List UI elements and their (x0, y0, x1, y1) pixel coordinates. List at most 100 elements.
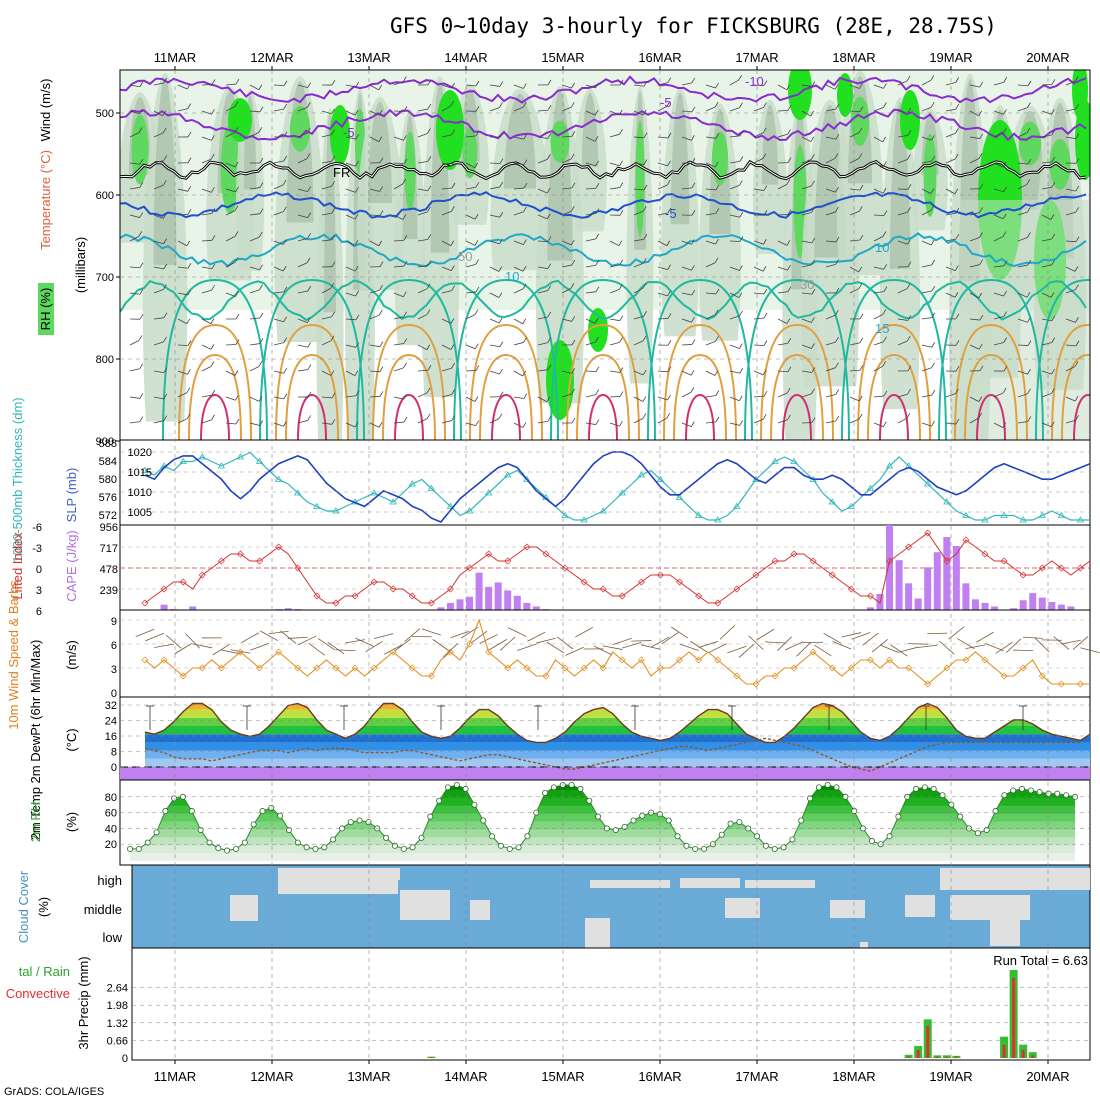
wind-barb (657, 106, 668, 112)
wind-barb (345, 110, 356, 116)
wind-barb-flag (547, 236, 552, 242)
wind-barb (609, 318, 620, 322)
wind-barb (369, 84, 379, 91)
wind-barb-flag (882, 421, 887, 427)
rh-tick-label: 40 (105, 823, 117, 835)
wind-barb (537, 316, 548, 320)
wind-barb (489, 214, 500, 218)
wind-barb (1017, 237, 1028, 242)
cape-bar (523, 602, 531, 610)
wind-barb (393, 239, 405, 242)
wind-barb-flag (979, 183, 984, 190)
wind-barb-flag (187, 209, 192, 215)
wind-barb (609, 162, 620, 167)
diurnal-contour (976, 393, 1006, 440)
precip-convective-bar (926, 1026, 930, 1058)
thickness-point (580, 516, 588, 523)
wind-barb (1017, 344, 1029, 346)
rh-point (206, 839, 213, 846)
wind-barb (921, 240, 932, 246)
wind-barb (470, 630, 488, 644)
cape-bar (1029, 593, 1037, 610)
wind-barb (513, 211, 524, 216)
wind-barb (921, 160, 932, 164)
wind-barb (561, 210, 572, 216)
wind-barb-flag (642, 396, 647, 402)
precip-convective-bar (1002, 1044, 1006, 1058)
wind-barb (369, 240, 379, 247)
wind-barb-flag (882, 187, 887, 194)
wind-barb-flag (163, 213, 167, 219)
lifted-index-point (905, 543, 913, 551)
wind-barb (612, 637, 632, 646)
wind-barb (465, 214, 476, 220)
wind-barb (633, 370, 644, 376)
wind-barb-flag (307, 285, 312, 292)
wind-barb (417, 160, 428, 164)
wind-barb (609, 240, 620, 247)
wind-barb (1065, 80, 1076, 86)
wind-barb-flag (379, 261, 384, 267)
wind-barb-flag (907, 130, 912, 136)
wind-barb (661, 632, 679, 645)
wind-barb (969, 110, 979, 117)
rh-point (285, 826, 292, 833)
wind-barb-flag (378, 109, 383, 116)
wind-barb (939, 640, 955, 655)
wind-barb-flag (475, 182, 480, 188)
cloud-level-label: high (97, 873, 122, 888)
wind-barb-flag (498, 413, 503, 419)
wind-barb-flag (547, 133, 552, 139)
wind-barb (177, 392, 188, 398)
wind-barb-flag (1002, 127, 1007, 134)
wind-barb-flag (739, 265, 743, 271)
diurnal-contour (453, 278, 559, 440)
wind-barb (221, 649, 241, 655)
wind-barb-flag (306, 102, 311, 108)
bottom-date-label: 14MAR (444, 1069, 487, 1084)
wind-barb (948, 626, 965, 640)
wind-barb (513, 187, 524, 190)
wind-barb-flag (690, 421, 695, 427)
wind-barb-flag (258, 84, 263, 90)
lifted-index-point (332, 599, 340, 607)
wind-speed-point (828, 664, 836, 672)
rh-point (1001, 792, 1008, 799)
wind-barb-flag (378, 309, 383, 316)
wind-barb-flag (331, 155, 336, 162)
wind-barb (489, 107, 500, 112)
wind-barb-flag (882, 309, 887, 315)
wind-barb (873, 136, 883, 143)
wind-barb (201, 84, 213, 86)
wind-barb (154, 643, 175, 648)
wind-barb (681, 110, 693, 113)
rh-point (232, 845, 239, 852)
wind-barb (177, 318, 187, 325)
thickness-point (561, 511, 569, 518)
wind-barb (129, 292, 140, 295)
wind-barb-flag (931, 342, 936, 348)
wind-barb (633, 262, 644, 268)
rh-point (824, 781, 831, 788)
panel-axis-label: 10m Wind Speed & Barbs (6, 580, 21, 730)
wind-barb (465, 396, 476, 402)
wind-barb (321, 287, 331, 294)
wind-barb (633, 287, 644, 294)
wind-barb-flag (451, 82, 455, 89)
rh-point (886, 833, 893, 840)
wind-barb-flag (403, 235, 408, 241)
wind-barb-flag (522, 266, 527, 272)
wind-barb (417, 392, 428, 398)
wind-barb-flag (163, 367, 168, 373)
wind-barb (1041, 186, 1052, 190)
wind-barb-flag (762, 369, 767, 376)
wind-barb (585, 341, 596, 346)
panel-axis-label: Temperature (°C) (38, 150, 53, 250)
wind-barb (393, 316, 404, 320)
wind-barb (849, 266, 859, 273)
wind-barb (345, 292, 356, 297)
wind-barb-flag (378, 422, 383, 428)
wind-barb (777, 266, 788, 271)
